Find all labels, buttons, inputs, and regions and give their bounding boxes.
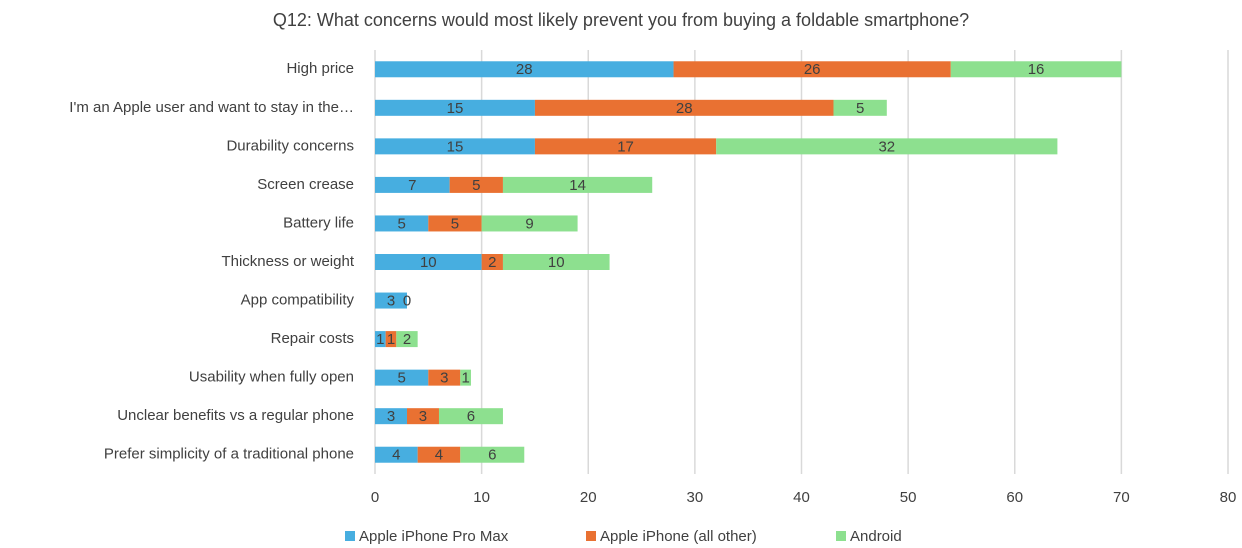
- bar-segment: [375, 446, 418, 463]
- data-label: 0: [403, 293, 411, 310]
- bar-segment: [833, 99, 887, 116]
- data-label: 5: [397, 370, 405, 387]
- bar-segment: [449, 176, 503, 193]
- y-tick-label: Battery life: [283, 214, 354, 231]
- x-tick-label: 40: [793, 489, 810, 506]
- bar-segment: [428, 215, 482, 232]
- bar-segment: [396, 331, 418, 348]
- bar-segment: [502, 254, 610, 270]
- x-tick-label: 0: [371, 489, 379, 506]
- legend-swatch: [836, 531, 846, 541]
- y-tick-label: Unclear benefits vs a regular phone: [117, 407, 354, 424]
- x-tick-label: 10: [473, 489, 490, 506]
- data-label: 6: [467, 408, 475, 425]
- y-tick-label: Screen crease: [257, 176, 354, 193]
- bar-segment: [417, 446, 461, 463]
- data-label: 16: [1028, 61, 1045, 78]
- data-label: 6: [488, 447, 496, 464]
- bar-segment: [438, 408, 503, 425]
- x-tick-label: 30: [687, 489, 704, 506]
- bar-segment: [673, 61, 951, 78]
- y-tick-label: App compatibility: [241, 292, 355, 309]
- y-tick-label: Repair costs: [271, 330, 354, 347]
- data-label: 3: [440, 370, 448, 387]
- bar-segment: [375, 215, 429, 232]
- bar-segment: [716, 138, 1058, 155]
- bar-segment: [406, 408, 439, 425]
- bar-segment: [460, 446, 525, 463]
- x-tick-label: 60: [1006, 489, 1023, 506]
- y-tick-label: I'm an Apple user and want to stay in th…: [69, 99, 354, 116]
- data-label: 32: [878, 138, 895, 155]
- data-label: 3: [419, 408, 427, 425]
- bar-segment: [375, 176, 450, 193]
- data-label: 1: [387, 331, 395, 348]
- bar-segment: [375, 408, 407, 425]
- data-label: 10: [548, 254, 565, 271]
- data-label: 28: [676, 100, 693, 117]
- bar-segment: [375, 99, 535, 116]
- data-label: 3: [387, 408, 395, 425]
- legend-label: Apple iPhone Pro Max: [359, 528, 509, 545]
- data-label: 4: [435, 447, 443, 464]
- data-label: 26: [804, 61, 821, 78]
- data-label: 9: [525, 215, 533, 232]
- bar-segment: [375, 254, 482, 270]
- data-label: 1: [461, 370, 469, 387]
- legend-swatch: [586, 531, 596, 541]
- legend-label: Android: [850, 528, 902, 545]
- data-label: 2: [403, 331, 411, 348]
- data-label: 15: [447, 138, 464, 155]
- data-label: 28: [516, 61, 533, 78]
- legend-label: Apple iPhone (all other): [600, 528, 757, 545]
- y-tick-label: Thickness or weight: [221, 253, 354, 270]
- bar-segment: [502, 176, 653, 193]
- bar-segment: [375, 331, 386, 348]
- x-tick-label: 70: [1113, 489, 1130, 506]
- x-tick-label: 80: [1220, 489, 1237, 506]
- bar-segment: [534, 99, 834, 116]
- bar-segment: [375, 292, 407, 309]
- data-label: 14: [569, 177, 586, 194]
- data-label: 2: [488, 254, 496, 271]
- bar-segment: [375, 138, 535, 155]
- data-label: 3: [387, 293, 395, 310]
- data-label: 7: [408, 177, 416, 194]
- y-tick-label: Usability when fully open: [189, 369, 354, 386]
- data-label: 15: [447, 100, 464, 117]
- data-label: 1: [376, 331, 384, 348]
- data-label: 5: [397, 215, 405, 232]
- x-tick-label: 50: [900, 489, 917, 506]
- data-label: 10: [420, 254, 437, 271]
- bar-segment: [460, 369, 471, 386]
- bar-segment: [428, 369, 461, 386]
- legend-swatch: [345, 531, 355, 541]
- bar-segment: [950, 61, 1122, 78]
- bar-segment: [481, 215, 578, 232]
- data-label: 5: [451, 215, 459, 232]
- bar-segment: [534, 138, 717, 155]
- bar-segment: [481, 254, 503, 270]
- data-label: 5: [856, 100, 864, 117]
- chart-title: Q12: What concerns would most likely pre…: [273, 10, 969, 30]
- y-tick-label: Prefer simplicity of a traditional phone: [104, 446, 354, 463]
- x-tick-label: 20: [580, 489, 597, 506]
- bar-segment: [385, 331, 397, 348]
- y-tick-label: High price: [286, 60, 354, 77]
- data-label: 5: [472, 177, 480, 194]
- y-tick-label: Durability concerns: [226, 137, 354, 154]
- data-label: 17: [617, 138, 634, 155]
- bar-segment: [375, 369, 429, 386]
- bar-segment: [375, 61, 674, 78]
- data-label: 4: [392, 447, 400, 464]
